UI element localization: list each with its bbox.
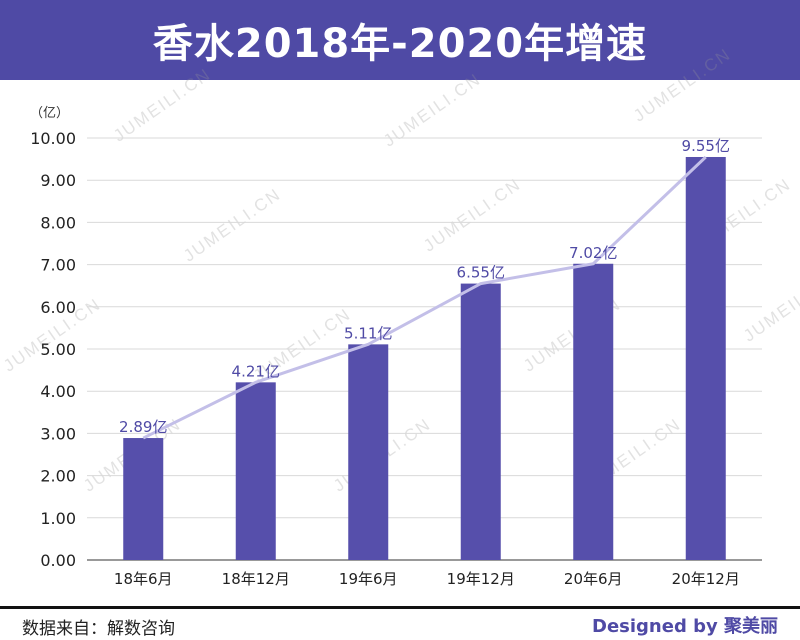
y-tick-label: 7.00 (40, 256, 76, 275)
y-tick-label: 4.00 (40, 382, 76, 401)
data-label: 5.11亿 (344, 324, 392, 342)
y-tick-label: 0.00 (40, 551, 76, 570)
x-tick-label: 18年12月 (222, 570, 290, 588)
data-source: 数据来自：解数咨询 (22, 619, 175, 639)
y-unit-label: （亿） (30, 106, 69, 121)
title-banner: 香水2018年-2020年增速 (0, 0, 800, 80)
y-tick-label: 9.00 (40, 171, 76, 190)
bar (573, 263, 614, 560)
data-label: 4.21亿 (232, 362, 280, 380)
chart-title: 香水2018年-2020年增速 (152, 21, 648, 67)
data-label: 6.55亿 (457, 264, 505, 282)
x-tick-label: 19年12月 (447, 570, 515, 588)
y-tick-label: 8.00 (40, 213, 76, 232)
data-label: 7.02亿 (569, 244, 617, 262)
bar (123, 438, 164, 560)
bar-chart: 0.00 1.00 2.00 3.00 4.00 5.00 6.00 7.00 8.00 9.00… (30, 106, 762, 588)
y-tick-label: 3.00 (40, 424, 76, 443)
bar (685, 156, 726, 560)
x-tick-label: 19年6月 (339, 570, 398, 588)
x-tick-label: 18年6月 (114, 570, 173, 588)
bar (235, 382, 276, 560)
designed-by: Designed by 聚美丽 (592, 616, 778, 637)
x-tick-label: 20年6月 (564, 570, 623, 588)
y-tick-label: 1.00 (40, 509, 76, 528)
y-tick-label: 6.00 (40, 298, 76, 317)
bar (348, 344, 389, 560)
y-tick-label: 5.00 (40, 340, 76, 359)
footer-divider (0, 606, 800, 609)
trend-line (142, 155, 707, 440)
data-label: 2.89亿 (119, 418, 167, 436)
y-tick-label: 2.00 (40, 467, 76, 486)
bar (460, 283, 501, 560)
y-tick-label: 10.00 (30, 129, 76, 148)
data-label: 9.55亿 (682, 137, 730, 155)
x-tick-label: 20年12月 (672, 570, 740, 588)
